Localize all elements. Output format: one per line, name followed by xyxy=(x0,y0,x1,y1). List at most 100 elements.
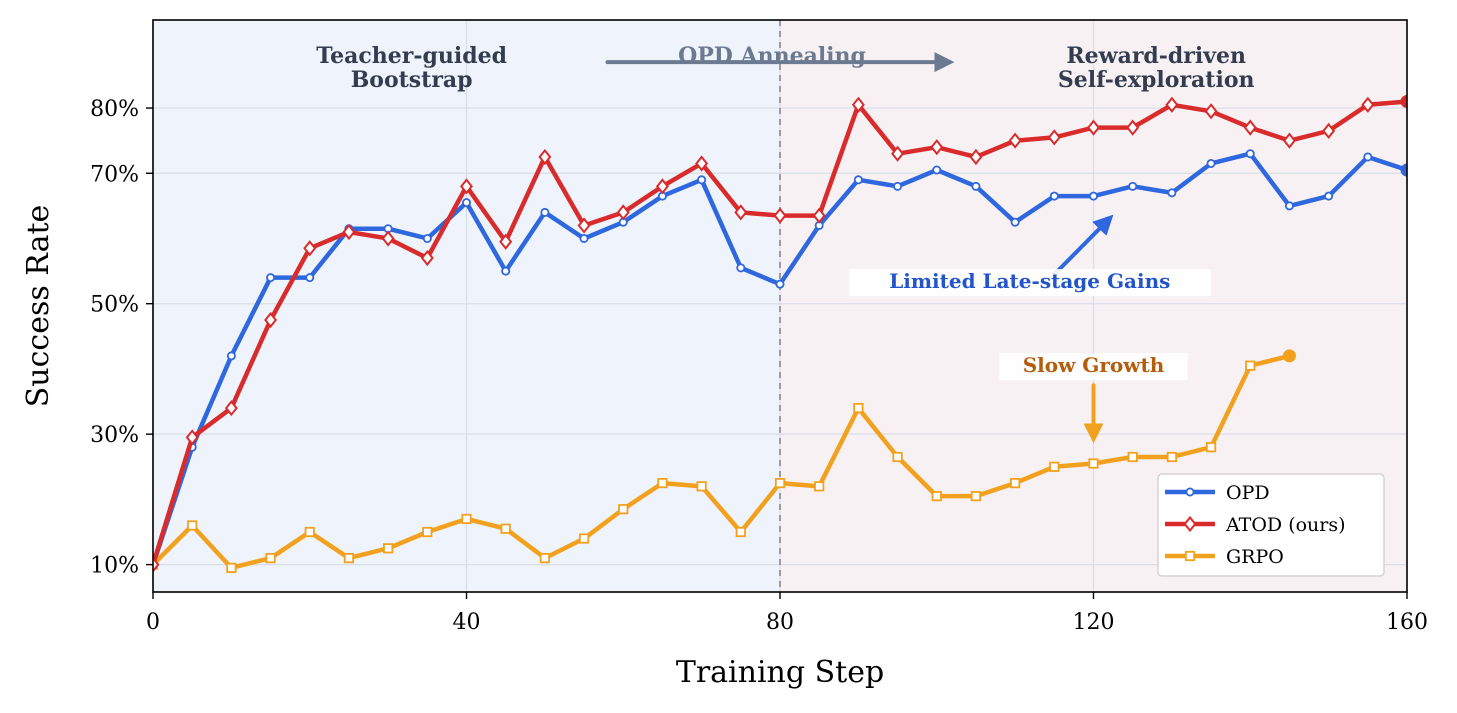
opd-point-10 xyxy=(540,207,550,217)
opd-point-14 xyxy=(697,175,707,185)
grpo-point-9 xyxy=(500,523,511,534)
atod-point-11 xyxy=(577,217,591,234)
late-stage-gains-label: Limited Late-stage Gains xyxy=(889,269,1170,293)
grpo-point-2 xyxy=(226,562,237,573)
y-axis: 10% 30% 50% 70% 80% xyxy=(90,97,153,579)
grpo-point-21 xyxy=(970,491,982,502)
grpo-point-10 xyxy=(539,552,550,564)
atod-point-27 xyxy=(1204,103,1218,120)
y-tick-label-2: 50% xyxy=(90,293,139,318)
phase-labels: Teacher-guided Bootstrap Reward-driven S… xyxy=(316,43,1254,93)
grpo-point-23 xyxy=(1049,461,1060,472)
opd-point-29 xyxy=(1284,201,1294,211)
opd-point-11 xyxy=(579,233,589,243)
series-opd xyxy=(153,149,1407,570)
opd-point-32-end xyxy=(1400,163,1407,177)
series-layer xyxy=(153,95,1407,573)
opd-point-20 xyxy=(932,165,942,175)
grpo-point-3 xyxy=(265,552,276,564)
atod-point-17 xyxy=(812,207,826,224)
x-axis: 0 40 80 120 160 xyxy=(146,592,1428,635)
atod-point-1 xyxy=(185,429,199,446)
atod-point-8 xyxy=(460,178,473,195)
grpo-point-1 xyxy=(187,520,198,531)
opd-point-24 xyxy=(1089,191,1099,201)
atod-point-32-end xyxy=(1400,95,1407,109)
opd-point-22 xyxy=(1010,217,1020,227)
slow-growth-label-bg xyxy=(999,353,1188,381)
legend-box xyxy=(1157,473,1385,577)
atod-point-28 xyxy=(1243,119,1257,136)
atod-point-2 xyxy=(224,399,238,417)
opd-point-21 xyxy=(971,181,981,191)
annotations: Limited Late-stage Gains Slow Growth xyxy=(848,214,1211,444)
grpo-point-11 xyxy=(578,533,590,544)
grpo-point-16 xyxy=(774,477,786,489)
grpo-point-6 xyxy=(383,543,394,554)
atod-point-3 xyxy=(264,311,278,329)
grpo-point-legend xyxy=(1184,550,1196,562)
atod-point-legend xyxy=(1183,515,1197,533)
opd-point-28 xyxy=(1245,149,1255,159)
opd-point-9 xyxy=(501,266,511,276)
x-tick-label-3: 120 xyxy=(1073,610,1115,635)
grpo-point-20 xyxy=(931,491,942,502)
opd-point-23 xyxy=(1049,191,1059,201)
y-tick-label-0: 10% xyxy=(90,554,139,579)
atod-point-14 xyxy=(695,155,709,172)
atod-point-5 xyxy=(342,223,356,241)
atod-point-18 xyxy=(851,96,865,113)
atod-point-15 xyxy=(734,204,748,221)
opd-point-15 xyxy=(736,263,746,273)
atod-point-7 xyxy=(420,249,434,267)
late-stage-label-bg xyxy=(848,269,1211,297)
atod-point-26 xyxy=(1165,96,1179,113)
x-tick-label-1: 40 xyxy=(453,610,481,635)
atod-point-31 xyxy=(1361,96,1375,113)
atod-point-30 xyxy=(1322,122,1336,139)
grpo-point-29-end xyxy=(1282,349,1296,363)
line-grpo xyxy=(153,353,1292,571)
opd-point-18 xyxy=(853,175,863,185)
grpo-point-28 xyxy=(1245,360,1256,371)
grpo-point-14 xyxy=(696,481,707,492)
y-tick-label-1: 30% xyxy=(90,423,139,448)
grpo-point-27 xyxy=(1205,442,1217,453)
x-tick-label-2: 80 xyxy=(766,610,794,635)
opd-point-3 xyxy=(266,273,276,283)
grpo-point-25 xyxy=(1127,451,1138,463)
opd-point-19 xyxy=(893,181,903,191)
phase-2-label-line2: Self-exploration xyxy=(1058,67,1255,93)
opd-point-31 xyxy=(1363,152,1373,162)
atod-point-10 xyxy=(538,148,552,166)
grpo-point-15 xyxy=(735,526,746,538)
grpo-point-24 xyxy=(1088,458,1099,469)
grpo-point-13 xyxy=(657,477,668,489)
grpo-point-17 xyxy=(814,481,825,492)
atod-point-19 xyxy=(891,145,905,162)
y-tick-label-3: 70% xyxy=(90,162,139,187)
grpo-point-4 xyxy=(304,526,315,538)
atod-point-4 xyxy=(303,240,317,257)
atod-point-29 xyxy=(1282,132,1296,149)
atod-point-23 xyxy=(1047,129,1061,146)
legend-label-grpo: GRPO xyxy=(1226,546,1284,568)
opd-point-7 xyxy=(422,233,432,243)
grpo-point-19 xyxy=(892,451,903,463)
grpo-point-18 xyxy=(853,402,864,414)
legend-label-atod: ATOD (ours) xyxy=(1225,514,1346,536)
opd-point-27 xyxy=(1206,158,1216,168)
x-tick-label-4: 160 xyxy=(1386,610,1428,635)
phase-2-label-line1: Reward-driven xyxy=(1066,43,1246,69)
grpo-point-5 xyxy=(343,552,355,564)
legend: OPD ATOD (ours) GRPO xyxy=(1157,473,1385,577)
atod-point-16 xyxy=(773,207,787,224)
series-atod xyxy=(153,95,1407,573)
opd-point-2 xyxy=(226,351,236,361)
phase-1-label-line2: Bootstrap xyxy=(351,67,473,93)
opd-point-30 xyxy=(1324,191,1334,201)
atod-point-13 xyxy=(655,178,669,195)
atod-point-12 xyxy=(616,204,630,221)
y-axis-label: Success Rate xyxy=(21,205,56,408)
